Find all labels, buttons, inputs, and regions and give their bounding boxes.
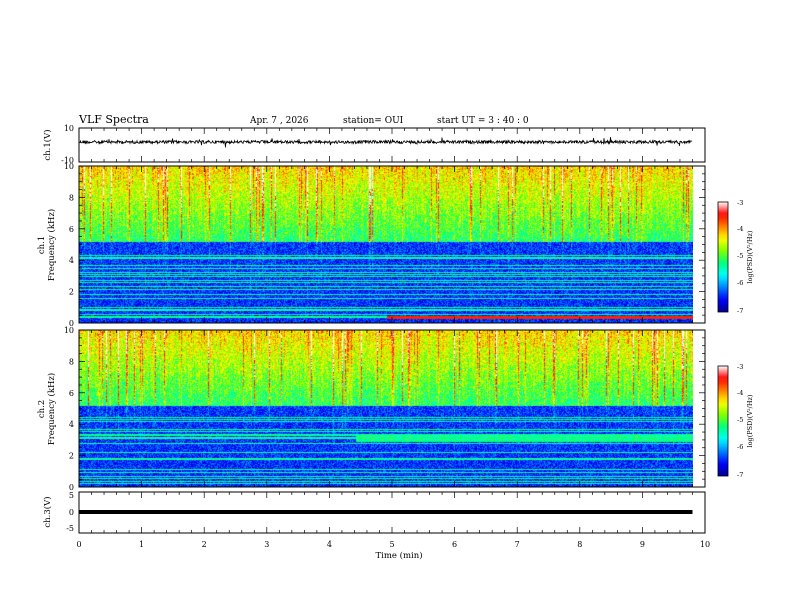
time-tick-label: 8 <box>577 540 582 549</box>
ch1-colorbar: -3 -4 -5 -6 -7 log(PSD)(V²/Hz) <box>717 199 754 315</box>
time-tick-label: 1 <box>139 540 144 549</box>
ch1-ytick-label: 6 <box>69 225 74 234</box>
ch1-ytick-label: 4 <box>69 256 74 265</box>
ch1-colorbar-tick: -7 <box>737 307 743 315</box>
time-tick-label: 0 <box>76 540 81 549</box>
ch2-spectrogram-ylabel-frequency: Frequency (kHz) <box>46 373 57 445</box>
ch3-ytick-label: 5 <box>69 491 74 500</box>
ch1-colorbar-tick: -3 <box>737 199 743 207</box>
ch1-ytick-label: 10 <box>64 124 74 133</box>
ch2-spectrogram-ylabel-channel: ch.2 <box>37 400 47 418</box>
ch1-colorbar-tick: -4 <box>737 225 743 233</box>
time-axis-ticks <box>78 128 706 533</box>
ch2-colorbar: -3 -4 -5 -6 -7 log(PSD)(V²/Hz) <box>717 363 754 479</box>
ch2-ytick-label: 6 <box>69 389 74 398</box>
ch1-ytick-label: 8 <box>69 193 74 202</box>
time-axis-label: Time (min) <box>375 550 422 561</box>
ch2-ytick-label: 10 <box>64 326 74 335</box>
start-time-label: start UT = 3 : 40 : 0 <box>437 116 529 126</box>
ch1-spectrogram-panel: 0 2 4 6 8 10 ch.1 Frequency (kHz) <box>37 162 706 328</box>
time-tick-label: 7 <box>515 540 520 549</box>
ch2-ytick-label: 8 <box>69 357 74 366</box>
ch1-colorbar-tick: -6 <box>737 279 743 287</box>
station-label: station= OUI <box>343 116 404 126</box>
ch2-ytick-label: 2 <box>69 452 74 461</box>
ch2-ytick-label: 4 <box>69 420 74 429</box>
ch3-waveform-panel: 5 0 -5 ch.3(V) <box>42 491 706 534</box>
ch2-spectrogram-panel: 0 2 4 6 8 10 ch.2 Frequency (kHz) <box>37 326 706 492</box>
time-tick-label: 4 <box>327 540 332 549</box>
ch1-ytick-label: 2 <box>69 288 74 297</box>
ch1-spectrogram-ylabel-frequency: Frequency (kHz) <box>46 209 57 281</box>
ch2-ytick-label: 0 <box>69 483 74 492</box>
ch1-spectrogram-ylabel-channel: ch.1 <box>37 236 47 254</box>
ch2-colorbar-tick: -6 <box>737 443 743 451</box>
ch3-waveform-trace <box>79 510 693 514</box>
ch1-ytick-label: 0 <box>69 319 74 328</box>
ch2-spectrogram-image <box>79 330 693 487</box>
ch1-colorbar-label: log(PSD)(V²/Hz) <box>746 230 754 283</box>
ch2-colorbar-label: log(PSD)(V²/Hz) <box>746 394 754 447</box>
ch1-spectrogram-image <box>79 166 693 323</box>
ch2-colorbar-tick: -5 <box>737 416 743 424</box>
figure-title: VLF Spectra <box>78 113 149 126</box>
ch1-waveform-trace <box>78 137 693 148</box>
time-tick-label: 3 <box>264 540 269 549</box>
ch2-colorbar-tick: -3 <box>737 363 743 371</box>
time-tick-label: 5 <box>389 540 394 549</box>
ch1-colorbar-tick: -5 <box>737 252 743 260</box>
time-tick-label: 9 <box>640 540 645 549</box>
ch2-colorbar-tick: -7 <box>737 471 743 479</box>
ch3-ytick-label: 0 <box>69 508 74 517</box>
ch1-waveform-ylabel: ch.1(V) <box>42 129 53 160</box>
ch2-colorbar-tick: -4 <box>737 389 743 397</box>
ch3-waveform-ylabel: ch.3(V) <box>42 496 53 527</box>
ch3-ytick-label: -5 <box>66 524 74 533</box>
ch1-ytick-label: -10 <box>61 156 74 165</box>
time-tick-label: 10 <box>700 540 710 549</box>
date-label: Apr. 7 , 2026 <box>249 116 309 126</box>
figure-header: VLF Spectra Apr. 7 , 2026 station= OUI s… <box>78 113 529 126</box>
time-tick-label: 6 <box>452 540 457 549</box>
time-tick-label: 2 <box>202 540 207 549</box>
ch1-ytick-label: 10 <box>64 162 74 171</box>
time-axis-tick-labels: 0 1 2 3 4 5 6 7 8 9 10 <box>76 540 710 549</box>
